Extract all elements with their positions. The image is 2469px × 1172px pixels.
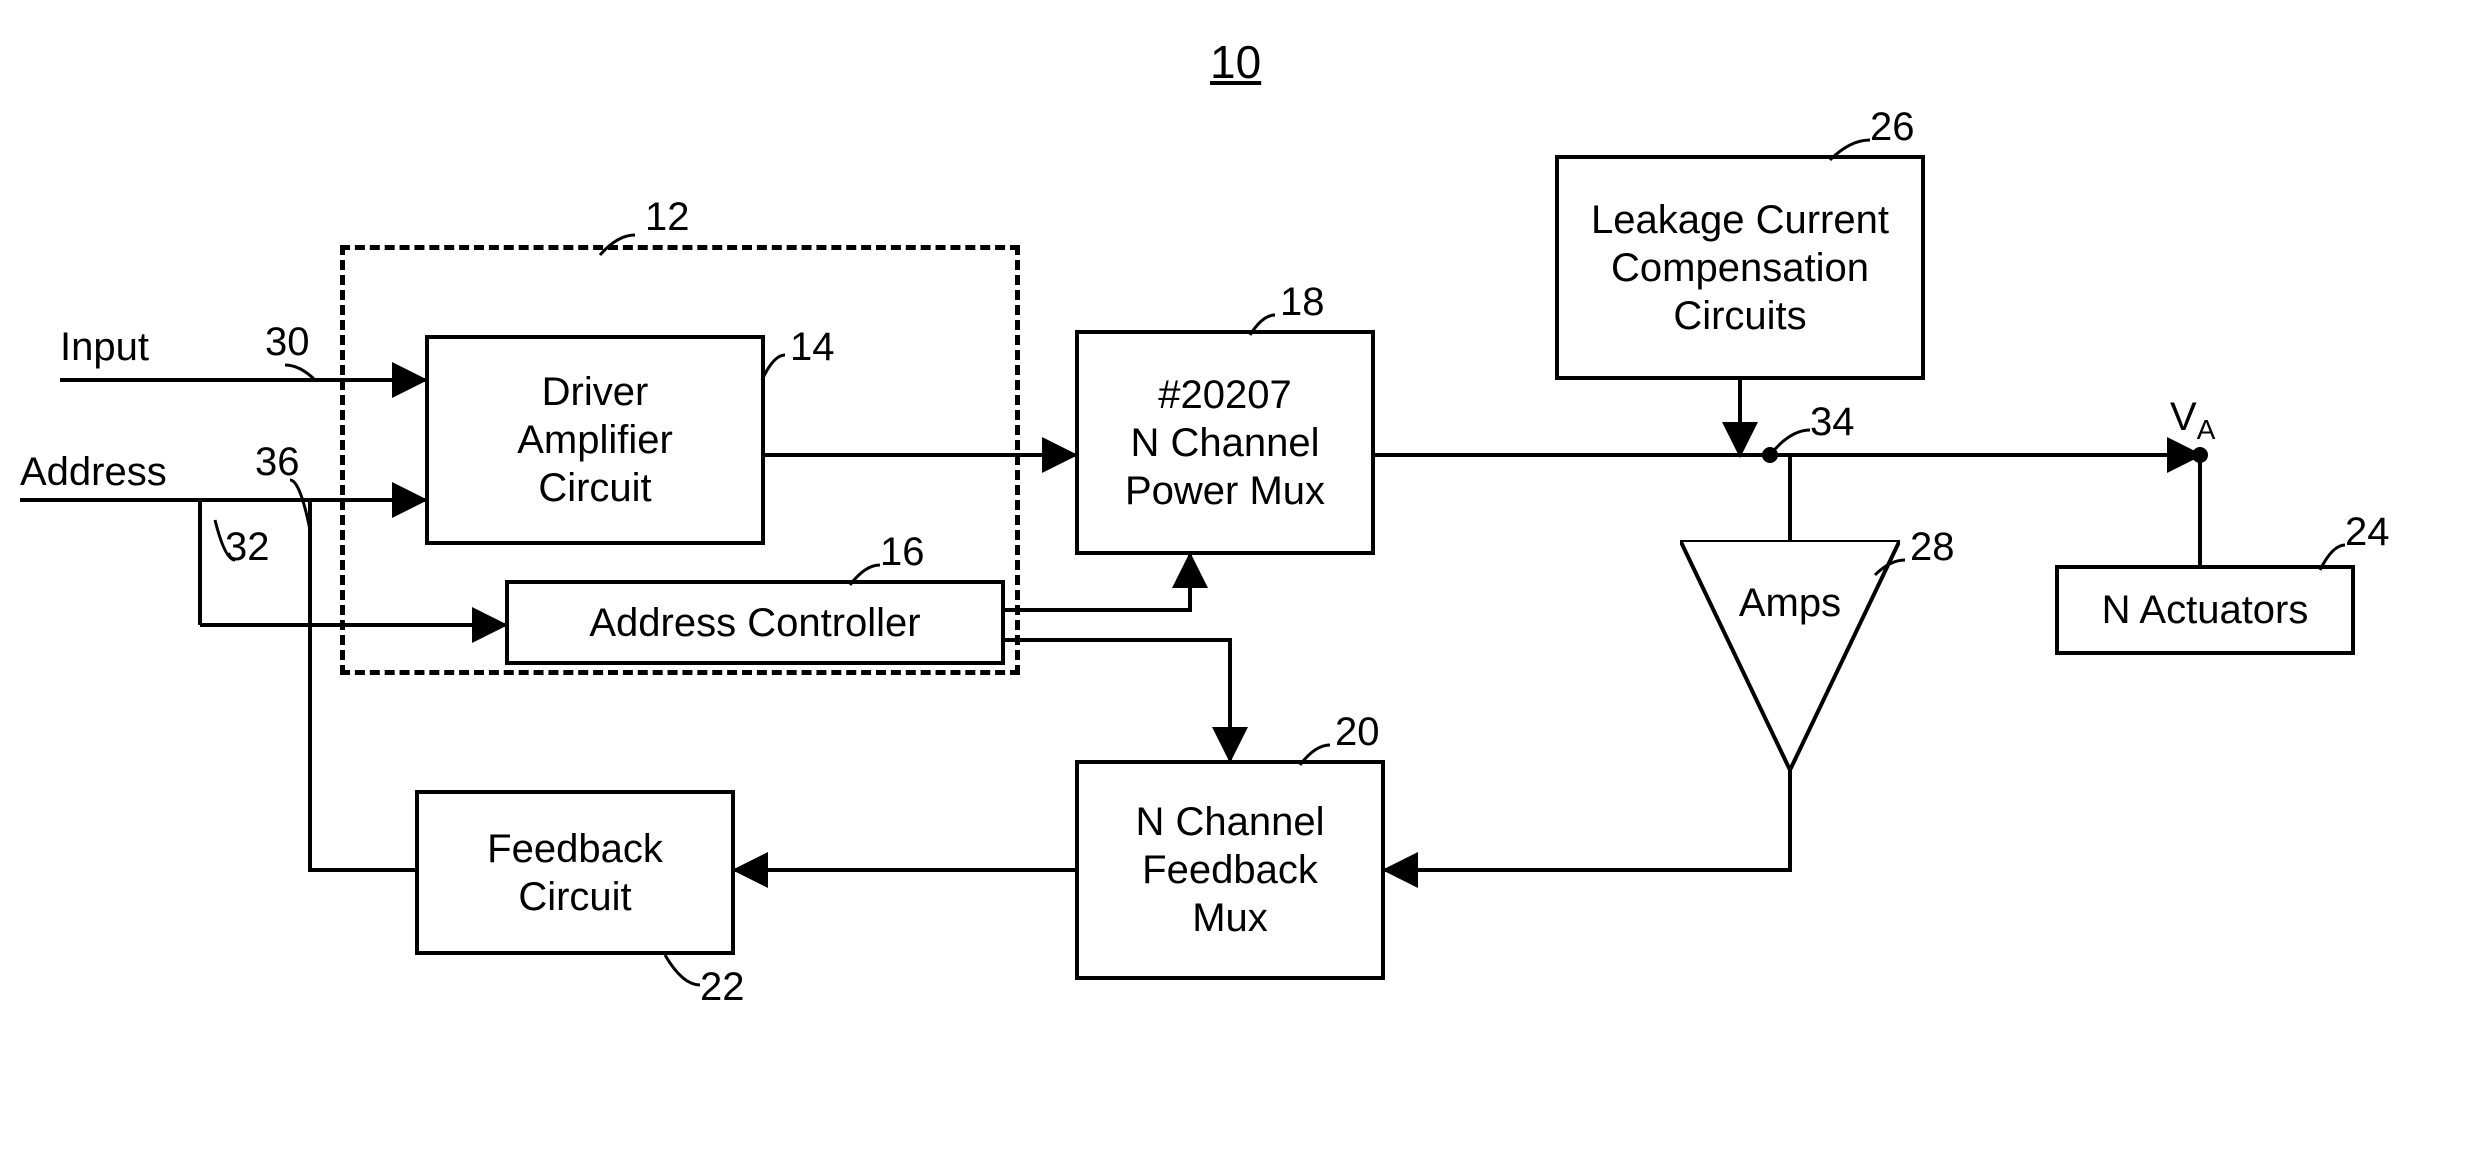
ref-22: 22 [700, 965, 745, 1010]
ref-32: 32 [225, 525, 270, 570]
wire-amps-fmux [1385, 770, 1790, 870]
address-controller-block: Address Controller [505, 580, 1005, 665]
ref-34: 34 [1810, 400, 1855, 445]
amps-triangle: Amps [1680, 540, 1900, 770]
leader-22 [665, 955, 700, 985]
power-mux-block: #20207N ChannelPower Mux [1075, 330, 1375, 555]
feedback-mux-block: N ChannelFeedbackMux [1075, 760, 1385, 980]
input-label: Input [60, 325, 149, 370]
ref-20: 20 [1335, 710, 1380, 755]
ref-24: 24 [2345, 510, 2390, 555]
ref-18: 18 [1280, 280, 1325, 325]
wire-ac-fmux [1005, 640, 1230, 760]
node-34-dot [1762, 447, 1778, 463]
leader-36 [290, 480, 310, 530]
leader-30 [285, 365, 315, 380]
driver-amplifier-block: DriverAmplifierCircuit [425, 335, 765, 545]
ref-28: 28 [1910, 525, 1955, 570]
leakage-comp-block: Leakage CurrentCompensationCircuits [1555, 155, 1925, 380]
svg-text:Amps: Amps [1739, 581, 1841, 625]
ref-14: 14 [790, 325, 835, 370]
leader-34 [1770, 430, 1810, 455]
actuators-block: N Actuators [2055, 565, 2355, 655]
node-va-dot [2192, 447, 2208, 463]
ref-12: 12 [645, 195, 690, 240]
figure-number: 10 [1210, 35, 1261, 89]
wire-ac-pmux [1005, 555, 1190, 610]
address-label: Address [20, 450, 167, 495]
ref-26: 26 [1870, 105, 1915, 150]
va-node-label: VA [2170, 395, 2215, 446]
feedback-circuit-block: FeedbackCircuit [415, 790, 735, 955]
ref-16: 16 [880, 530, 925, 575]
ref-36: 36 [255, 440, 300, 485]
ref-30: 30 [265, 320, 310, 365]
